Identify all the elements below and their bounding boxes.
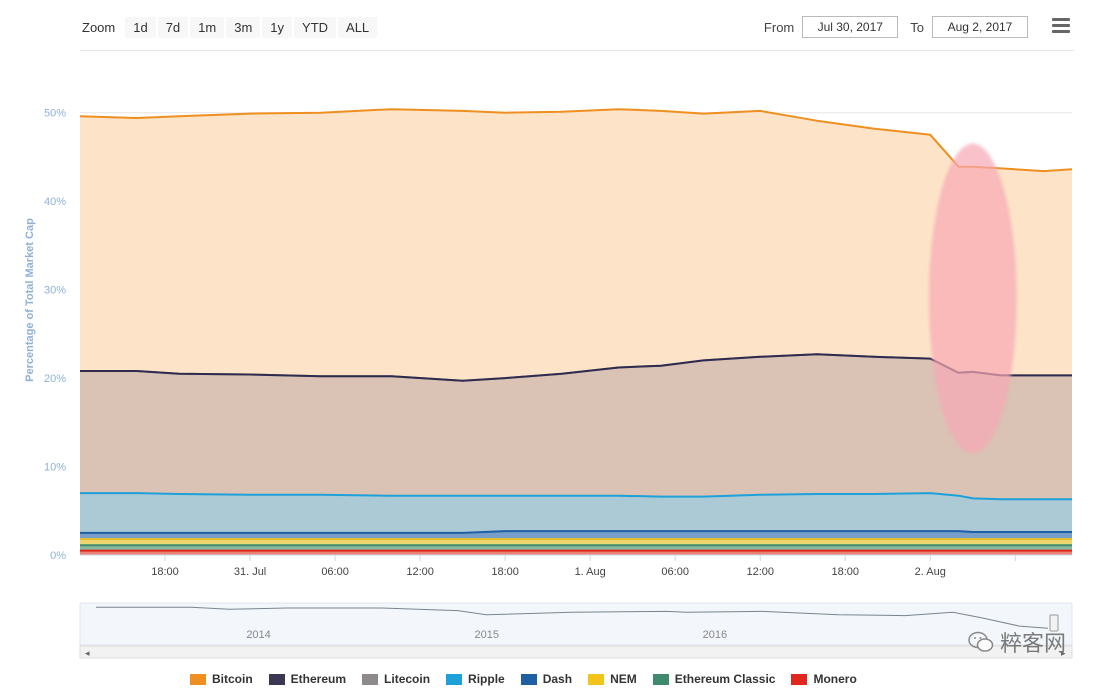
legend-swatch (190, 673, 206, 685)
legend-swatch (268, 673, 285, 685)
navigator-handle[interactable] (1049, 614, 1059, 632)
y-axis-title: Percentage of Total Market Cap (24, 218, 36, 382)
scroll-right-icon[interactable]: ▸ (1061, 649, 1066, 659)
zoom-1d-button[interactable]: 1d (125, 16, 156, 38)
legend-item-ethereum-classic[interactable]: Ethereum Classic (652, 672, 776, 686)
area-nem (80, 539, 1072, 546)
zoom-bar: Zoom 1d 7d 1m 3m 1y YTD ALL (82, 14, 379, 40)
x-tick-label: 2. Aug (915, 566, 946, 578)
x-tick-label: 06:00 (661, 566, 689, 578)
from-label: From (763, 19, 795, 35)
navigator-tick-label: 2016 (703, 629, 727, 641)
zoom-ytd-button[interactable]: YTD (294, 16, 337, 38)
axes: 0% 10% 20% 30% 40% 50% 18:00 31. Jul 06:00 12:00 1… (44, 108, 1072, 578)
area-bitcoin (80, 109, 1072, 381)
from-date-input[interactable] (802, 16, 899, 38)
zoom-label: Zoom (82, 19, 116, 35)
y-tick-label: 20% (44, 373, 66, 385)
legend-label: Ethereum Classic (674, 672, 776, 686)
x-tick-label: 06:00 (321, 566, 349, 578)
x-tick-label: 12:00 (406, 566, 434, 578)
zoom-1m-button[interactable]: 1m (190, 16, 225, 38)
legend-swatch (362, 673, 379, 685)
legend-label: Dash (542, 672, 573, 686)
legend-item-bitcoin[interactable]: Bitcoin (190, 672, 253, 686)
legend-item-nem[interactable]: NEM (588, 672, 637, 686)
line-dash (80, 530, 1072, 534)
x-tick-label: 31. Jul (234, 566, 266, 578)
line-ripple (80, 492, 1072, 501)
navigator-background (79, 602, 1073, 646)
stacked-area-chart: 0% 10% 20% 30% 40% 50% 18:00 31. Jul 06:00 12:00 1… (44, 108, 1073, 659)
legend-item-litecoin[interactable]: Litecoin (362, 672, 430, 686)
x-tick-label: 1. Aug (575, 566, 606, 578)
legend-item-monero[interactable]: Monero (791, 672, 857, 686)
legend-swatch (446, 673, 463, 685)
legend-item-ripple[interactable]: Ripple (446, 672, 505, 686)
x-tick-label: 12:00 (746, 566, 774, 578)
zoom-3m-button[interactable]: 3m (226, 16, 261, 38)
legend-swatch (588, 673, 605, 685)
area-ethereum-classic (80, 545, 1072, 551)
y-tick-label: 10% (44, 462, 66, 474)
legend-swatch (652, 673, 669, 685)
navigator[interactable]: 2014 2015 2016 ◂ ▸ (79, 602, 1073, 659)
zoom-1y-button[interactable]: 1y (262, 16, 293, 38)
y-tick-label: 0% (50, 550, 66, 562)
legend-swatch (520, 673, 537, 685)
highlight-ellipse (928, 143, 1017, 454)
zoom-all-button[interactable]: ALL (338, 16, 378, 38)
series-areas (80, 109, 1072, 555)
y-tick-label: 30% (44, 285, 66, 297)
chart-legend: Bitcoin Ethereum Litecoin Ripple Dash NEM Ethe… (190, 672, 857, 686)
watermark-text: 粹客网 (999, 632, 1066, 657)
y-tick-label: 50% (44, 108, 66, 120)
x-tick-label: 18:00 (831, 566, 859, 578)
zoom-7d-button[interactable]: 7d (157, 16, 189, 38)
toolbar-divider (80, 50, 1074, 51)
hamburger-menu-icon[interactable] (1052, 18, 1070, 34)
legend-label: Litecoin (384, 672, 431, 686)
y-tick-label: 40% (44, 196, 66, 208)
navigator-tick-label: 2014 (246, 629, 270, 641)
to-label: To (910, 19, 924, 35)
x-tick-label: 18:00 (491, 566, 519, 578)
date-range-selector: From To (764, 16, 1032, 38)
legend-item-ethereum[interactable]: Ethereum (268, 672, 347, 686)
navigator-tick-label: 2015 (474, 629, 498, 641)
legend-label: Ethereum (290, 672, 347, 686)
legend-label: NEM (610, 672, 637, 686)
wechat-icon (968, 631, 994, 652)
scroll-left-icon[interactable]: ◂ (85, 649, 90, 659)
x-tick-label: 18:00 (151, 566, 179, 578)
highlight-annotation (928, 143, 1017, 454)
legend-label: Ripple (468, 672, 505, 686)
watermark: 粹客网 (968, 626, 1066, 658)
area-litecoin (80, 354, 1072, 500)
legend-label: Bitcoin (212, 672, 253, 686)
navigator-scrollbar[interactable] (79, 645, 1073, 659)
area-ripple (80, 493, 1072, 533)
navigator-line (96, 606, 1049, 629)
legend-label: Monero (813, 672, 857, 686)
to-date-input[interactable] (932, 16, 1028, 38)
area-monero (80, 550, 1072, 555)
legend-item-dash[interactable]: Dash (520, 672, 573, 686)
legend-swatch (791, 673, 808, 685)
